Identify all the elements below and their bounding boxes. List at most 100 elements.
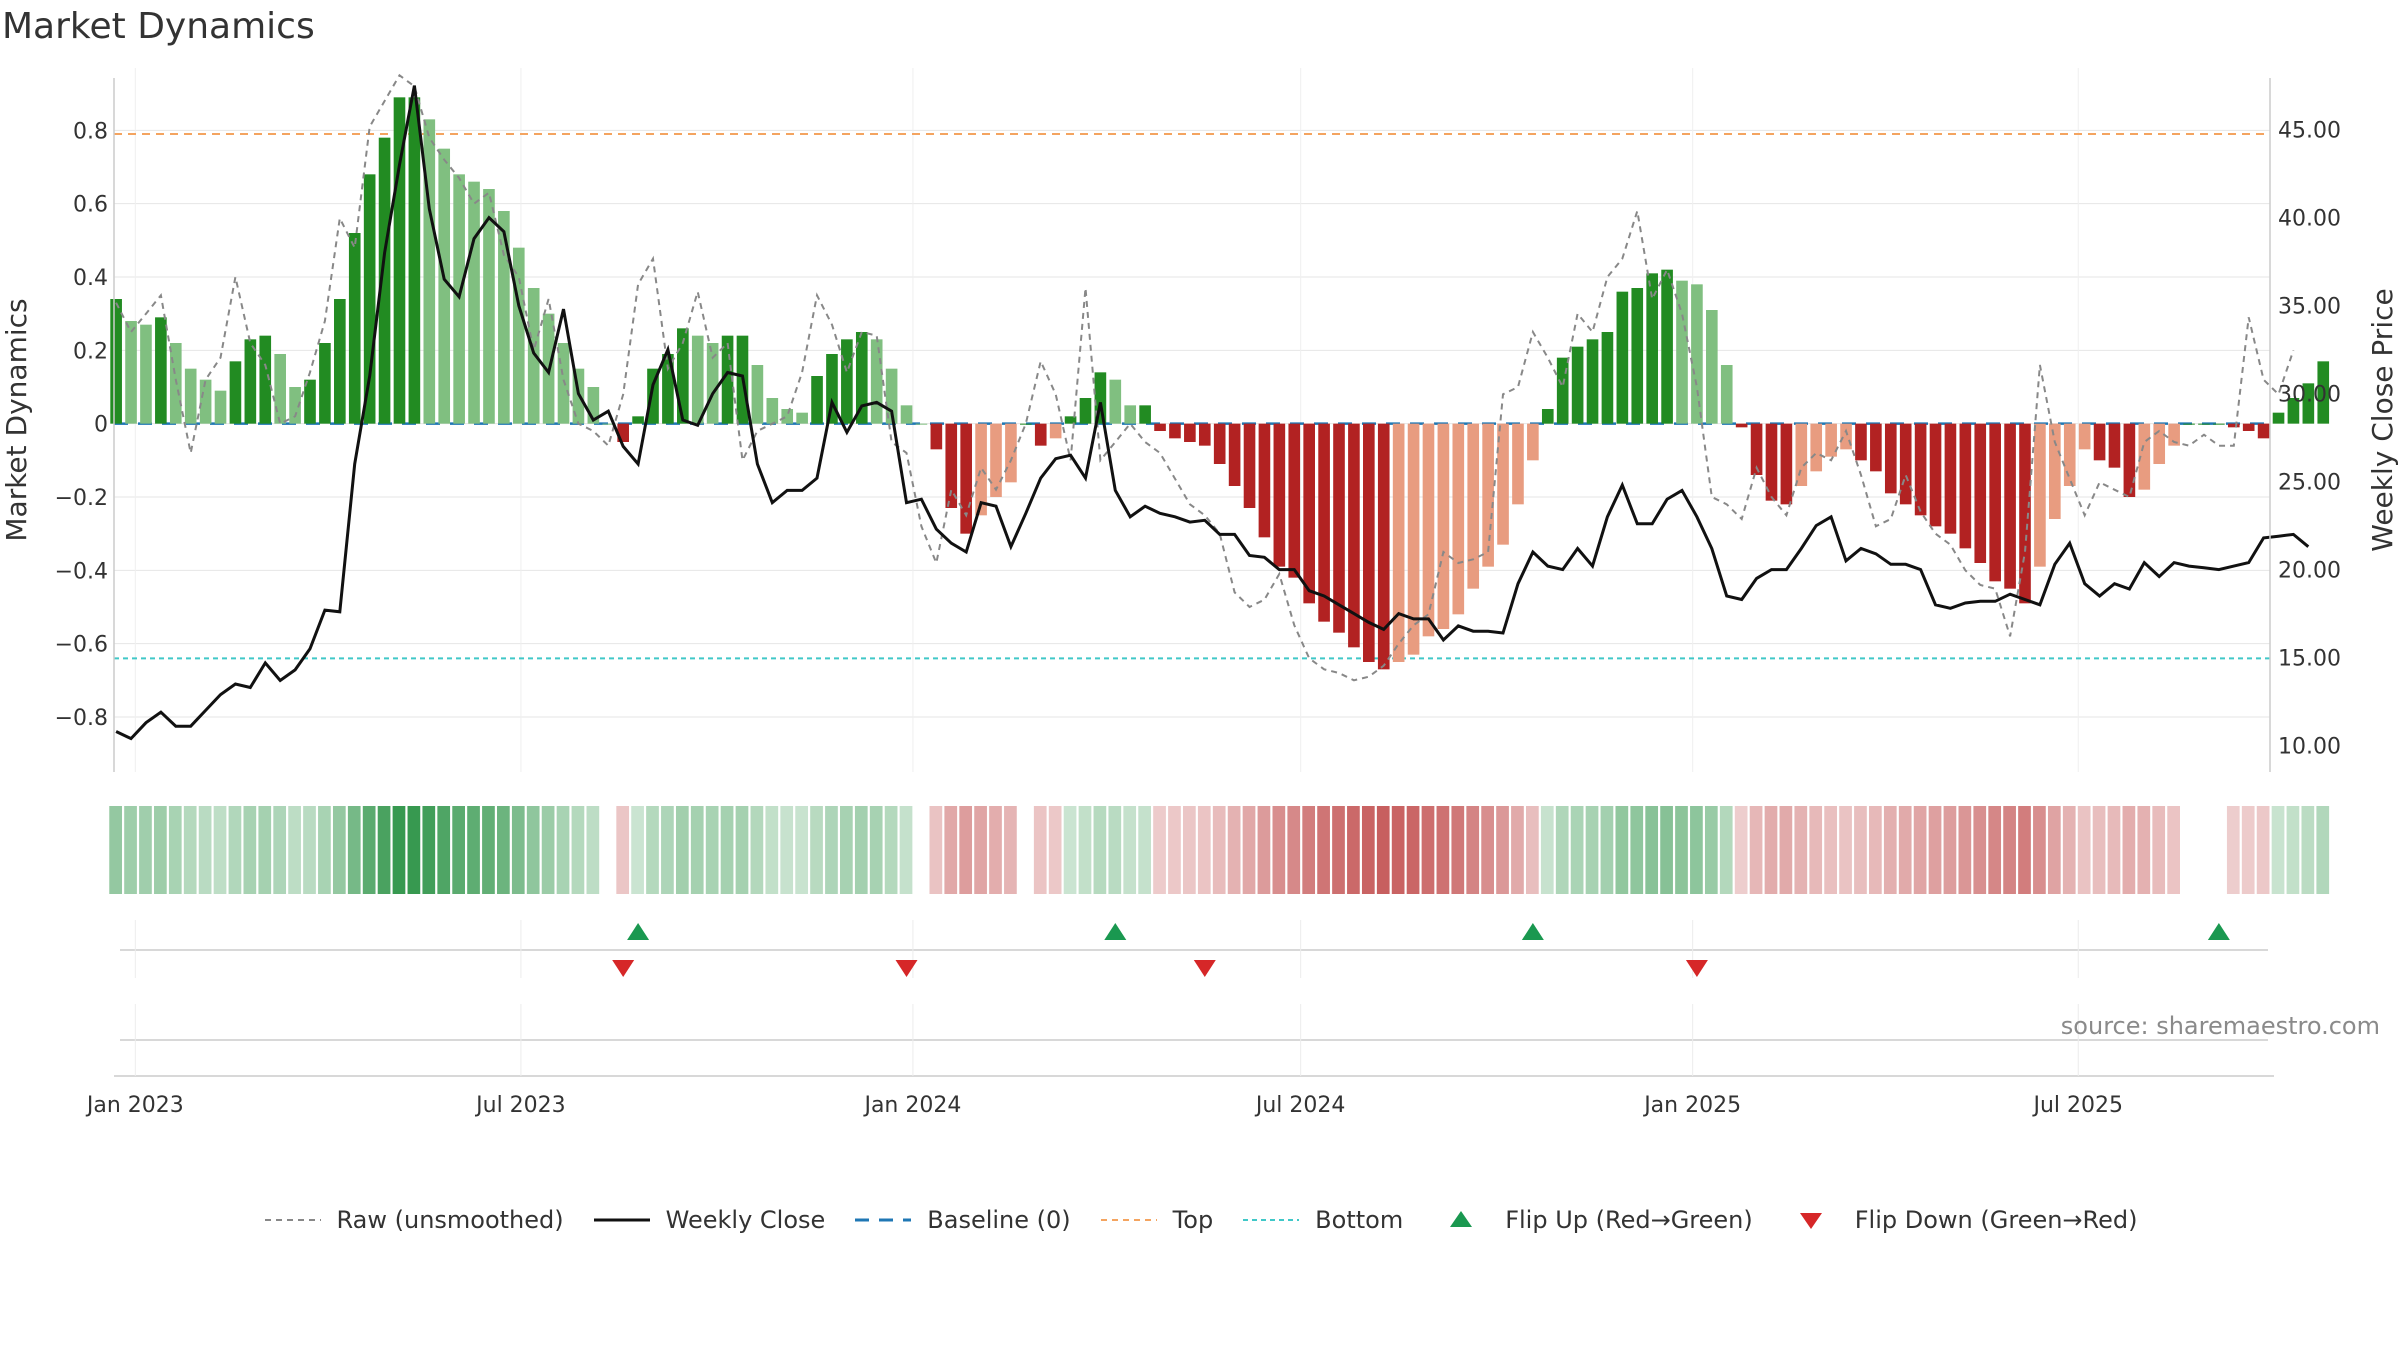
regime-cell bbox=[1466, 806, 1480, 894]
regime-cell bbox=[362, 806, 376, 894]
dynamics-bar bbox=[2063, 423, 2076, 486]
dynamics-bar bbox=[1258, 423, 1271, 538]
regime-cell bbox=[2316, 806, 2330, 894]
dynamics-bars bbox=[110, 97, 2330, 670]
regime-cell bbox=[735, 806, 749, 894]
regime-cell bbox=[1913, 806, 1927, 894]
dynamics-bar bbox=[1959, 423, 1972, 549]
dynamics-bar bbox=[1661, 269, 1673, 424]
threshold-lines bbox=[114, 133, 2270, 660]
dynamics-bar bbox=[975, 423, 987, 516]
dynamics-bar bbox=[1020, 423, 1032, 425]
dynamics-bar bbox=[1825, 423, 1837, 457]
dynamics-bar bbox=[1750, 423, 1763, 475]
regime-cell bbox=[1839, 806, 1852, 894]
dynamics-bar bbox=[1870, 423, 1882, 472]
legend-item-close: Weekly Close bbox=[592, 1206, 825, 1234]
regime-cell bbox=[675, 806, 689, 894]
legend: Raw (unsmoothed) Weekly Close Baseline (0)… bbox=[0, 1206, 2400, 1234]
dynamics-bar bbox=[1407, 423, 1420, 655]
dynamics-bar bbox=[602, 423, 615, 425]
legend-swatch-baseline bbox=[855, 1218, 912, 1222]
dynamics-bar bbox=[1348, 423, 1360, 648]
chart-title: Market Dynamics bbox=[2, 6, 315, 47]
dynamics-bar bbox=[378, 137, 391, 424]
regime-cell bbox=[1257, 806, 1271, 894]
regime-cell bbox=[884, 806, 898, 894]
regime-cell bbox=[332, 806, 346, 894]
regime-cell bbox=[168, 806, 182, 894]
regime-cell bbox=[1421, 806, 1435, 894]
regime-cell bbox=[1242, 806, 1256, 894]
regime-cell bbox=[1481, 806, 1494, 894]
dynamics-bar bbox=[1706, 310, 1718, 424]
dynamics-bar bbox=[1497, 423, 1509, 545]
dynamics-bar bbox=[1512, 423, 1524, 505]
legend-item-bottom: Bottom bbox=[1241, 1206, 1403, 1234]
regime-cell bbox=[616, 806, 630, 894]
regime-cell bbox=[1675, 806, 1688, 894]
dynamics-bar bbox=[841, 339, 853, 424]
legend-label: Flip Down (Green→Red) bbox=[1854, 1206, 2138, 1234]
dynamics-bar bbox=[647, 368, 659, 424]
regime-cell bbox=[765, 806, 779, 894]
dynamics-bar bbox=[1228, 423, 1241, 486]
flip-up-marker bbox=[1521, 923, 1544, 940]
regime-cell bbox=[318, 806, 331, 894]
regime-cell bbox=[929, 806, 943, 894]
dynamics-bar bbox=[2168, 423, 2180, 446]
regime-cell bbox=[2003, 806, 2016, 894]
dynamics-bar bbox=[691, 335, 704, 424]
legend-swatch-bottom bbox=[1243, 1219, 1300, 1221]
y-tick-label: 0.2 bbox=[73, 339, 108, 364]
regime-cell bbox=[1406, 806, 1420, 894]
dynamics-bar bbox=[2093, 423, 2106, 461]
dynamics-bar bbox=[1437, 423, 1450, 629]
x-tick-label: Jul 2025 bbox=[2031, 1093, 2123, 1118]
y-tick-label: −0.6 bbox=[55, 633, 108, 658]
dynamics-bar bbox=[1363, 423, 1375, 662]
dynamics-bar bbox=[1795, 423, 1808, 486]
dynamics-bar bbox=[1079, 398, 1092, 424]
flip-down-marker bbox=[612, 960, 635, 977]
dynamics-bar bbox=[2213, 423, 2225, 425]
regime-cell bbox=[1719, 806, 1733, 894]
source-label: source: sharemaestro.com bbox=[2060, 1012, 2380, 1040]
regime-cell bbox=[2137, 806, 2151, 894]
regime-cell bbox=[1451, 806, 1465, 894]
legend-item-top: Top bbox=[1099, 1206, 1213, 1234]
y2-axis-label: Weekly Close Price bbox=[2366, 288, 2399, 551]
y2-tick-label: 30.00 bbox=[2278, 383, 2341, 408]
regime-cell bbox=[183, 806, 197, 894]
dynamics-bar bbox=[1452, 423, 1465, 615]
y2-tick-label: 20.00 bbox=[2278, 559, 2341, 584]
dynamics-bar bbox=[1482, 423, 1494, 567]
dynamics-bar bbox=[2019, 423, 2031, 604]
dynamics-bar bbox=[1049, 423, 1062, 439]
regime-cell bbox=[1168, 806, 1181, 894]
regime-cell bbox=[467, 806, 480, 894]
y-axis-label: Market Dynamics bbox=[0, 298, 33, 541]
dynamics-bar bbox=[855, 332, 868, 424]
regime-cell bbox=[1988, 806, 2002, 894]
dynamics-bar bbox=[1377, 423, 1390, 670]
dynamics-bar bbox=[617, 423, 629, 442]
regime-cell bbox=[1376, 806, 1390, 894]
regime-cell bbox=[1585, 806, 1599, 894]
regime-cell bbox=[1183, 806, 1196, 894]
regime-cell bbox=[1898, 806, 1912, 894]
x-tick-label: Jan 2024 bbox=[862, 1093, 961, 1118]
dynamics-bar bbox=[1631, 288, 1644, 424]
legend-item-baseline: Baseline (0) bbox=[853, 1206, 1071, 1234]
y-tick-label: 0.4 bbox=[73, 266, 108, 291]
dynamics-bar bbox=[1914, 423, 1927, 516]
dynamics-bar bbox=[1527, 423, 1539, 461]
dynamics-bar bbox=[1929, 423, 1942, 527]
dynamics-bar bbox=[1392, 423, 1405, 662]
flip-down-marker bbox=[895, 960, 918, 977]
regime-cell bbox=[1794, 806, 1808, 894]
regime-cell bbox=[1033, 806, 1047, 894]
regime-cell bbox=[646, 806, 659, 894]
dynamics-bar bbox=[140, 324, 152, 424]
legend-swatch-close bbox=[593, 1218, 650, 1222]
